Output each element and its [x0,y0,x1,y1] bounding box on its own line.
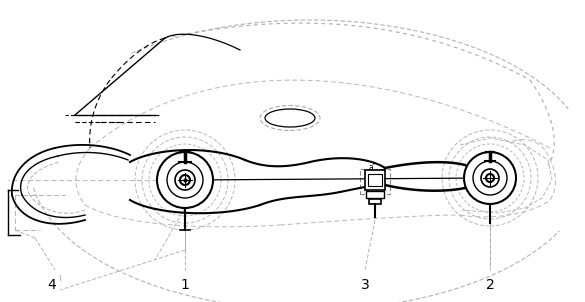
Text: 4: 4 [47,278,56,292]
Circle shape [464,152,516,204]
Text: 3: 3 [360,278,369,292]
Circle shape [473,161,507,195]
FancyBboxPatch shape [366,191,384,198]
FancyBboxPatch shape [365,170,385,190]
Text: a': a' [369,162,376,172]
Circle shape [486,174,494,182]
Circle shape [157,152,213,208]
Circle shape [167,162,203,198]
Circle shape [180,175,190,185]
Circle shape [175,170,195,190]
Circle shape [481,169,499,187]
Text: 1: 1 [181,278,190,292]
FancyBboxPatch shape [369,199,381,204]
Text: 2: 2 [486,278,494,292]
